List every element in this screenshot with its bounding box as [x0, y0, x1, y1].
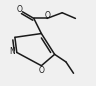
Text: O: O [44, 11, 50, 20]
Text: O: O [17, 5, 23, 14]
Text: O: O [38, 66, 44, 75]
Text: N: N [10, 47, 15, 57]
